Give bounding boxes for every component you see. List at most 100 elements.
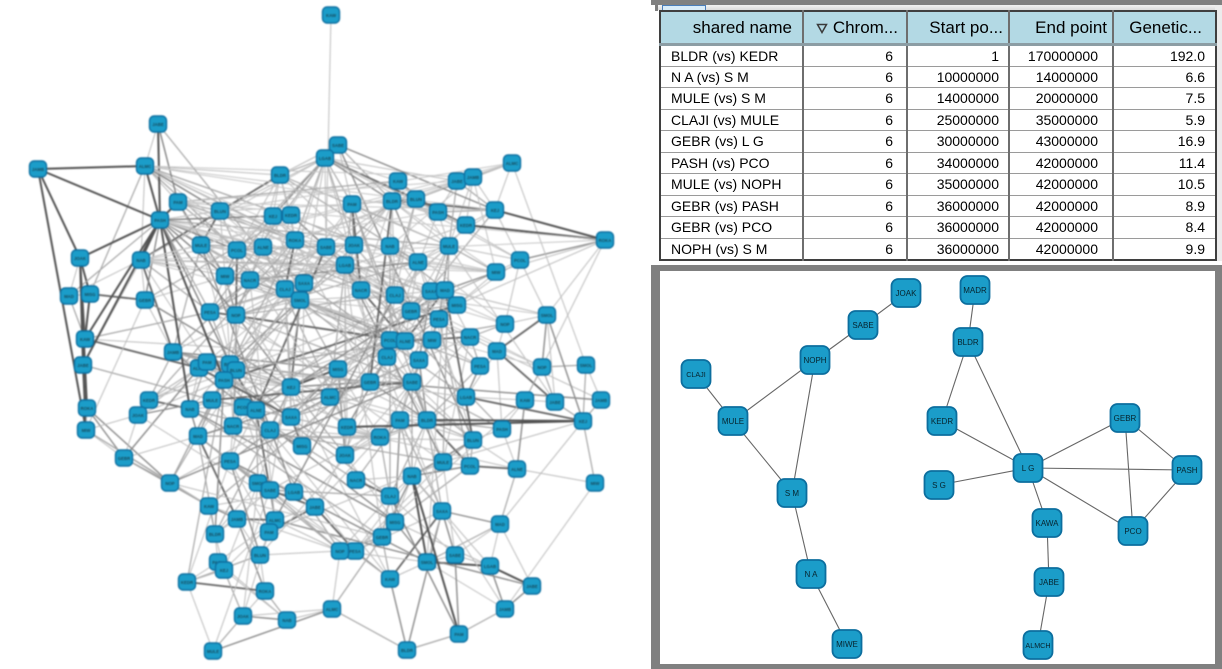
svg-text:MIW: MIW bbox=[82, 428, 92, 433]
svg-text:SABE: SABE bbox=[449, 553, 461, 558]
svg-text:PAM: PAM bbox=[173, 200, 183, 205]
svg-text:ALMC: ALMC bbox=[324, 395, 336, 400]
svg-text:N A: N A bbox=[805, 570, 819, 579]
svg-text:JOAK: JOAK bbox=[348, 243, 361, 248]
svg-text:SAXA: SAXA bbox=[285, 415, 297, 420]
svg-text:KEJ: KEJ bbox=[579, 419, 588, 424]
svg-text:JAMB: JAMB bbox=[499, 607, 511, 612]
svg-text:NOP: NOP bbox=[165, 481, 174, 486]
svg-text:SAXA: SAXA bbox=[436, 509, 448, 514]
svg-text:KAWA: KAWA bbox=[1036, 519, 1060, 528]
svg-text:GEBR: GEBR bbox=[118, 456, 131, 461]
svg-text:BLUN: BLUN bbox=[214, 209, 226, 214]
svg-text:KAW: KAW bbox=[393, 179, 404, 184]
svg-text:PCOL: PCOL bbox=[514, 258, 526, 263]
svg-text:MADR: MADR bbox=[963, 286, 987, 295]
svg-text:SABE: SABE bbox=[852, 321, 873, 330]
svg-text:NACR: NACR bbox=[350, 478, 363, 483]
svg-text:PASH: PASH bbox=[432, 210, 444, 215]
svg-text:BLDR: BLDR bbox=[401, 648, 414, 653]
svg-text:BLDR: BLDR bbox=[957, 338, 979, 347]
svg-text:S G: S G bbox=[932, 481, 946, 490]
svg-text:NAB: NAB bbox=[407, 474, 416, 479]
svg-text:CLAJI: CLAJI bbox=[686, 370, 706, 379]
svg-text:MIWE: MIWE bbox=[836, 640, 858, 649]
svg-text:MISG: MISG bbox=[452, 303, 464, 308]
svg-text:GEBR: GEBR bbox=[376, 535, 389, 540]
svg-text:JOAK: JOAK bbox=[896, 289, 918, 298]
svg-text:NACR: NACR bbox=[355, 288, 368, 293]
svg-text:JABE: JABE bbox=[451, 179, 463, 184]
svg-text:ROKA: ROKA bbox=[599, 238, 612, 243]
svg-text:ALNE: ALNE bbox=[511, 467, 523, 472]
svg-text:ROKA: ROKA bbox=[259, 589, 272, 594]
svg-text:PASH: PASH bbox=[1176, 466, 1197, 475]
svg-text:BLDR: BLDR bbox=[386, 199, 399, 204]
svg-text:PCOL: PCOL bbox=[384, 338, 396, 343]
svg-text:MISG: MISG bbox=[390, 520, 402, 525]
svg-text:PCOL: PCOL bbox=[237, 405, 249, 410]
svg-text:KEJ: KEJ bbox=[287, 385, 296, 390]
svg-text:CLAJ: CLAJ bbox=[389, 293, 401, 298]
svg-text:NAB: NAB bbox=[136, 258, 145, 263]
svg-text:KAW: KAW bbox=[520, 398, 531, 403]
svg-text:ALNE: ALNE bbox=[412, 260, 424, 265]
svg-text:JAMB: JAMB bbox=[167, 350, 179, 355]
svg-text:JABE: JABE bbox=[1039, 578, 1059, 587]
svg-text:PCOL: PCOL bbox=[464, 464, 476, 469]
svg-text:KAW: KAW bbox=[326, 13, 337, 18]
svg-text:PESA: PESA bbox=[474, 364, 486, 369]
svg-text:ROKA: ROKA bbox=[289, 238, 302, 243]
svg-text:MIW: MIW bbox=[591, 481, 601, 486]
svg-text:MAD: MAD bbox=[492, 349, 502, 354]
svg-text:PAM: PAM bbox=[202, 360, 212, 365]
svg-text:LGAB: LGAB bbox=[460, 395, 472, 400]
svg-text:JOAK: JOAK bbox=[237, 614, 250, 619]
svg-text:MULE: MULE bbox=[207, 649, 219, 654]
svg-text:ALMC: ALMC bbox=[506, 161, 518, 166]
svg-text:KEDR: KEDR bbox=[341, 425, 354, 430]
svg-text:SABE: SABE bbox=[406, 380, 418, 385]
svg-text:KAW: KAW bbox=[80, 337, 91, 342]
svg-text:KEJ: KEJ bbox=[491, 208, 500, 213]
svg-text:MIW: MIW bbox=[492, 270, 502, 275]
svg-text:JABE: JABE bbox=[309, 505, 321, 510]
svg-text:BLDR: BLDR bbox=[421, 418, 434, 423]
svg-text:SMOL: SMOL bbox=[541, 313, 554, 318]
svg-text:LGAB: LGAB bbox=[319, 156, 331, 161]
svg-text:BLUN: BLUN bbox=[254, 553, 266, 558]
svg-text:SMOL: SMOL bbox=[294, 298, 307, 303]
svg-text:ALMCH: ALMCH bbox=[1025, 641, 1050, 650]
svg-text:MAD: MAD bbox=[64, 294, 74, 299]
svg-text:MISG: MISG bbox=[297, 444, 309, 449]
svg-text:SMOL: SMOL bbox=[580, 363, 593, 368]
svg-text:CLAJ: CLAJ bbox=[264, 428, 276, 433]
svg-text:PAM: PAM bbox=[264, 530, 274, 535]
svg-text:GEBR: GEBR bbox=[405, 309, 418, 314]
svg-text:SMOL: SMOL bbox=[421, 560, 434, 565]
svg-text:PASH: PASH bbox=[218, 378, 230, 383]
svg-text:LGAB: LGAB bbox=[339, 263, 351, 268]
svg-text:NAB: NAB bbox=[282, 618, 291, 623]
svg-text:ALNE: ALNE bbox=[250, 408, 262, 413]
svg-text:NOP: NOP bbox=[335, 549, 344, 554]
svg-text:PCO: PCO bbox=[1124, 527, 1141, 536]
svg-text:NAB: NAB bbox=[185, 407, 194, 412]
svg-text:KEDR: KEDR bbox=[931, 417, 953, 426]
svg-text:NOP: NOP bbox=[537, 365, 546, 370]
svg-text:NOP: NOP bbox=[500, 322, 509, 327]
svg-text:PCOL: PCOL bbox=[231, 248, 243, 253]
svg-text:BLUN: BLUN bbox=[230, 368, 242, 373]
svg-text:NACR: NACR bbox=[464, 335, 477, 340]
svg-text:JOAK: JOAK bbox=[74, 256, 87, 261]
svg-text:CLAJ: CLAJ bbox=[279, 287, 291, 292]
svg-text:GEBR: GEBR bbox=[364, 380, 377, 385]
svg-text:BLUN: BLUN bbox=[410, 197, 422, 202]
svg-text:MULE: MULE bbox=[437, 460, 449, 465]
svg-text:JAMB: JAMB bbox=[32, 167, 44, 172]
svg-text:MAD: MAD bbox=[495, 522, 505, 527]
svg-text:KEDR: KEDR bbox=[460, 223, 473, 228]
svg-text:PAM: PAM bbox=[454, 632, 464, 637]
svg-text:SMOL: SMOL bbox=[252, 481, 265, 486]
svg-text:PASH: PASH bbox=[154, 218, 166, 223]
